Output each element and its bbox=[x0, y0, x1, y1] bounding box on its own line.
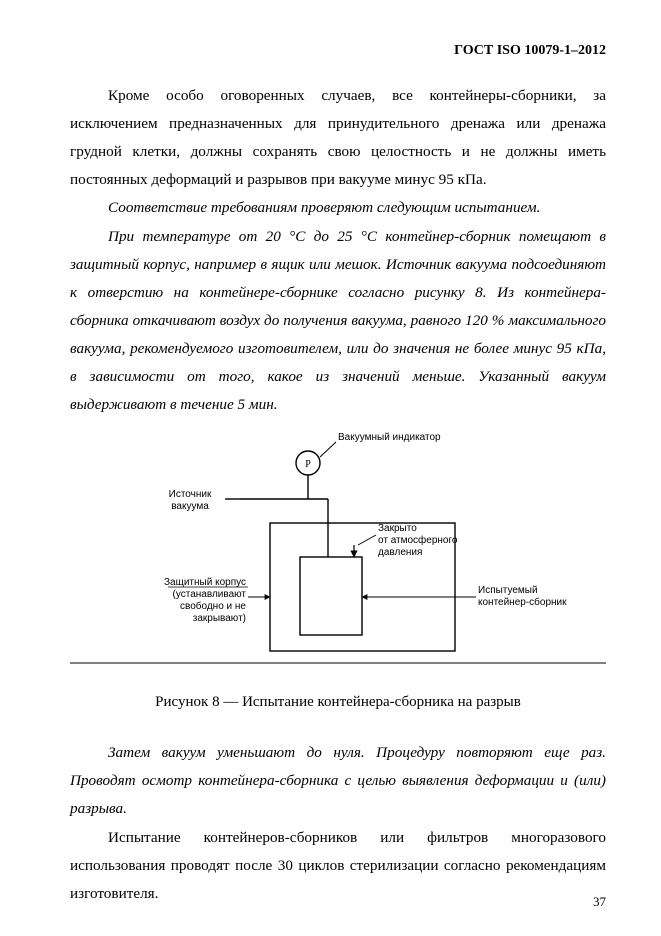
page: ГОСТ ISO 10079-1–2012 Кроме особо оговор… bbox=[0, 0, 661, 936]
paragraph-4: Затем вакуум уменьшают до нуля. Процедур… bbox=[70, 739, 606, 823]
svg-text:давления: давления bbox=[378, 547, 422, 558]
paragraph-2: Соответствие требованиям проверяют следу… bbox=[70, 194, 606, 222]
svg-text:Вакуумный индикатор: Вакуумный индикатор bbox=[338, 432, 441, 443]
svg-text:Источник: Источник bbox=[169, 489, 212, 500]
figure-8: P Вакуумный индикатор Источниквакуума Закры… bbox=[70, 427, 606, 667]
svg-text:(устанавливают: (устанавливают bbox=[173, 589, 247, 600]
svg-text:Закрыто: Закрыто bbox=[378, 523, 417, 534]
svg-text:свободно и не: свободно и не bbox=[180, 600, 246, 612]
paragraph-3: При температуре от 20 °С до 25 °С контей… bbox=[70, 223, 606, 420]
figure-8-caption: Рисунок 8 — Испытание контейнера-сборник… bbox=[70, 689, 606, 717]
paragraph-5: Испытание контейнеров-сборников или филь… bbox=[70, 824, 606, 908]
svg-text:Испытуемый: Испытуемый bbox=[478, 585, 538, 596]
svg-text:вакуума: вакуума bbox=[171, 501, 209, 512]
paragraph-1: Кроме особо оговоренных случаев, все кон… bbox=[70, 82, 606, 195]
svg-text:контейнер-сборник: контейнер-сборник bbox=[478, 596, 567, 608]
page-number: 37 bbox=[593, 890, 606, 914]
svg-text:закрывают): закрывают) bbox=[193, 613, 246, 624]
doc-header: ГОСТ ISO 10079-1–2012 bbox=[70, 38, 606, 64]
svg-text:Защитный корпус: Защитный корпус bbox=[164, 577, 246, 588]
svg-text:P: P bbox=[305, 459, 311, 470]
svg-text:от атмосферного: от атмосферного bbox=[378, 534, 458, 546]
